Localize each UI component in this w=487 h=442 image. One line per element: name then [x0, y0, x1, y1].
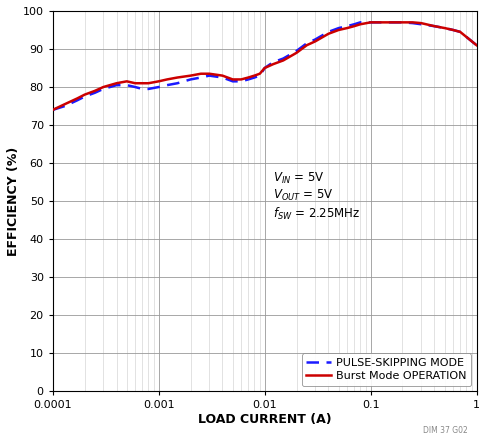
PULSE-SKIPPING MODE: [164, 83, 170, 88]
Legend: PULSE-SKIPPING MODE, Burst Mode OPERATION: PULSE-SKIPPING MODE, Burst Mode OPERATIO…: [301, 354, 471, 386]
Burst Mode OPERATION: [336, 27, 342, 33]
Burst Mode OPERATION: [198, 71, 204, 76]
Burst Mode OPERATION: [251, 73, 257, 78]
Burst Mode OPERATION: [386, 20, 392, 25]
PULSE-SKIPPING MODE: [62, 103, 68, 109]
PULSE-SKIPPING MODE: [431, 23, 437, 29]
Burst Mode OPERATION: [457, 29, 463, 34]
Burst Mode OPERATION: [357, 22, 363, 27]
PULSE-SKIPPING MODE: [174, 80, 180, 86]
PULSE-SKIPPING MODE: [139, 86, 145, 91]
Burst Mode OPERATION: [230, 77, 236, 82]
Burst Mode OPERATION: [474, 42, 480, 48]
PULSE-SKIPPING MODE: [50, 107, 56, 113]
Burst Mode OPERATION: [124, 79, 130, 84]
PULSE-SKIPPING MODE: [368, 20, 374, 25]
PULSE-SKIPPING MODE: [74, 98, 80, 103]
X-axis label: LOAD CURRENT (A): LOAD CURRENT (A): [198, 413, 332, 426]
Text: $V_{IN}$ = 5V
$V_{OUT}$ = 5V
$f_{SW}$ = 2.25MHz: $V_{IN}$ = 5V $V_{OUT}$ = 5V $f_{SW}$ = …: [273, 171, 360, 221]
PULSE-SKIPPING MODE: [450, 27, 456, 33]
PULSE-SKIPPING MODE: [312, 37, 318, 42]
PULSE-SKIPPING MODE: [418, 22, 424, 27]
Burst Mode OPERATION: [351, 23, 357, 29]
Burst Mode OPERATION: [294, 50, 300, 55]
PULSE-SKIPPING MODE: [386, 20, 392, 25]
Burst Mode OPERATION: [325, 31, 331, 36]
PULSE-SKIPPING MODE: [100, 86, 106, 91]
Burst Mode OPERATION: [164, 77, 170, 82]
Burst Mode OPERATION: [270, 61, 276, 67]
PULSE-SKIPPING MODE: [294, 48, 300, 53]
Burst Mode OPERATION: [410, 20, 416, 25]
Text: DIM 37 G02: DIM 37 G02: [423, 427, 468, 435]
PULSE-SKIPPING MODE: [442, 25, 448, 30]
PULSE-SKIPPING MODE: [357, 20, 363, 25]
PULSE-SKIPPING MODE: [92, 90, 98, 95]
PULSE-SKIPPING MODE: [113, 83, 119, 88]
Burst Mode OPERATION: [368, 20, 374, 25]
PULSE-SKIPPING MODE: [230, 79, 236, 84]
PULSE-SKIPPING MODE: [376, 20, 382, 25]
Burst Mode OPERATION: [146, 80, 151, 86]
PULSE-SKIPPING MODE: [251, 75, 257, 80]
PULSE-SKIPPING MODE: [457, 29, 463, 34]
PULSE-SKIPPING MODE: [206, 73, 212, 78]
PULSE-SKIPPING MODE: [82, 94, 88, 99]
Burst Mode OPERATION: [431, 23, 437, 29]
Burst Mode OPERATION: [312, 39, 318, 44]
Burst Mode OPERATION: [113, 80, 119, 86]
PULSE-SKIPPING MODE: [245, 77, 251, 82]
PULSE-SKIPPING MODE: [281, 56, 286, 61]
Burst Mode OPERATION: [156, 79, 162, 84]
Burst Mode OPERATION: [399, 20, 405, 25]
PULSE-SKIPPING MODE: [399, 20, 405, 25]
Burst Mode OPERATION: [304, 42, 310, 48]
PULSE-SKIPPING MODE: [238, 79, 244, 84]
Line: PULSE-SKIPPING MODE: PULSE-SKIPPING MODE: [53, 23, 477, 110]
Burst Mode OPERATION: [257, 71, 262, 76]
PULSE-SKIPPING MODE: [410, 20, 416, 26]
Burst Mode OPERATION: [206, 71, 212, 76]
Burst Mode OPERATION: [74, 96, 80, 101]
PULSE-SKIPPING MODE: [156, 84, 162, 90]
Burst Mode OPERATION: [376, 20, 382, 25]
PULSE-SKIPPING MODE: [146, 86, 151, 91]
PULSE-SKIPPING MODE: [187, 77, 193, 82]
Burst Mode OPERATION: [262, 65, 267, 71]
PULSE-SKIPPING MODE: [344, 23, 350, 29]
PULSE-SKIPPING MODE: [220, 75, 225, 80]
Burst Mode OPERATION: [245, 75, 251, 80]
Burst Mode OPERATION: [220, 73, 225, 78]
PULSE-SKIPPING MODE: [304, 41, 310, 46]
Burst Mode OPERATION: [92, 88, 98, 94]
Burst Mode OPERATION: [174, 75, 180, 80]
Burst Mode OPERATION: [442, 25, 448, 30]
Y-axis label: EFFICIENCY (%): EFFICIENCY (%): [7, 147, 20, 256]
Burst Mode OPERATION: [100, 84, 106, 90]
Burst Mode OPERATION: [450, 27, 456, 33]
PULSE-SKIPPING MODE: [325, 29, 331, 34]
Burst Mode OPERATION: [344, 25, 350, 30]
Burst Mode OPERATION: [187, 73, 193, 78]
Burst Mode OPERATION: [132, 80, 138, 86]
Burst Mode OPERATION: [139, 80, 145, 86]
Burst Mode OPERATION: [62, 102, 68, 107]
Burst Mode OPERATION: [50, 107, 56, 113]
PULSE-SKIPPING MODE: [351, 22, 357, 27]
PULSE-SKIPPING MODE: [270, 60, 276, 65]
PULSE-SKIPPING MODE: [474, 42, 480, 48]
Line: Burst Mode OPERATION: Burst Mode OPERATION: [53, 23, 477, 110]
Burst Mode OPERATION: [418, 20, 424, 26]
PULSE-SKIPPING MODE: [198, 75, 204, 80]
Burst Mode OPERATION: [281, 58, 286, 63]
PULSE-SKIPPING MODE: [132, 84, 138, 90]
PULSE-SKIPPING MODE: [262, 65, 267, 71]
PULSE-SKIPPING MODE: [336, 25, 342, 30]
PULSE-SKIPPING MODE: [124, 83, 130, 88]
Burst Mode OPERATION: [82, 92, 88, 97]
PULSE-SKIPPING MODE: [257, 73, 262, 78]
Burst Mode OPERATION: [238, 77, 244, 82]
